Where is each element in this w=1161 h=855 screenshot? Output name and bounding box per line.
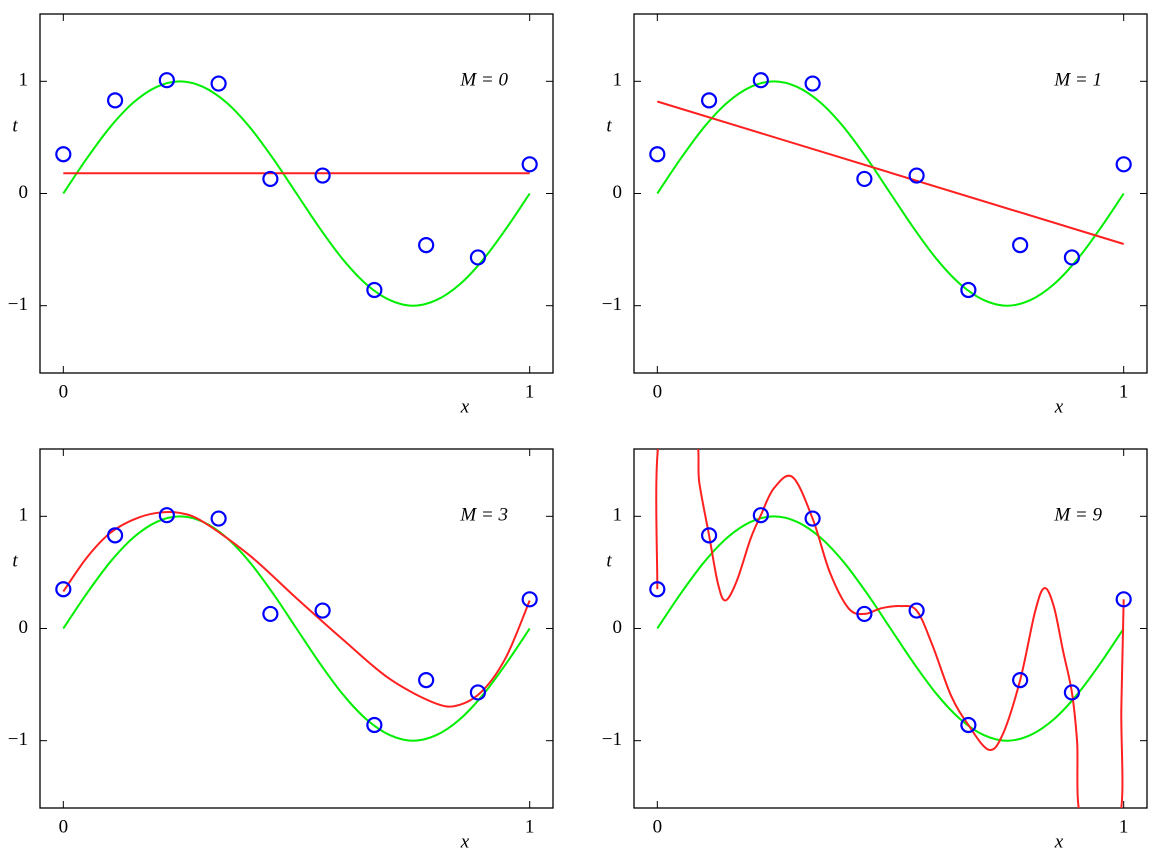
data-point <box>366 716 383 734</box>
data-point <box>469 249 487 266</box>
x-axis-label: x <box>460 831 470 852</box>
data-point <box>106 92 124 109</box>
data-point <box>752 72 769 89</box>
panel: −1 0 1 0 1 x t M = 9 <box>602 448 1148 852</box>
curve <box>656 80 1125 307</box>
data-point <box>521 591 538 608</box>
annotation: M = 0 <box>459 69 508 90</box>
data-point <box>700 92 718 109</box>
data-point <box>1115 591 1132 608</box>
data-point <box>1115 156 1132 173</box>
x-tick-label: 1 <box>525 816 535 837</box>
y-tick-label: −1 <box>602 294 622 315</box>
data-point <box>314 167 331 184</box>
y-axis-label: t <box>12 115 18 136</box>
data-point <box>649 581 666 598</box>
x-tick-label: 0 <box>653 816 663 837</box>
data-point <box>210 75 227 92</box>
y-tick-label: 0 <box>613 182 623 203</box>
curve <box>62 80 531 307</box>
data-point <box>262 170 279 188</box>
y-tick-label: 0 <box>613 617 623 638</box>
x-tick-label: 1 <box>1119 816 1129 837</box>
data-point <box>1012 237 1029 254</box>
plot-area <box>655 449 1125 808</box>
x-tick-label: 0 <box>59 381 69 402</box>
data-point <box>1012 672 1029 689</box>
data-point <box>700 527 718 544</box>
data-point <box>752 507 769 524</box>
y-tick-label: 1 <box>613 70 623 91</box>
data-point <box>55 146 72 163</box>
annotation: M = 3 <box>459 504 508 525</box>
panel: −1 0 1 0 1 x t M = 3 <box>8 448 554 852</box>
x-axis-label: x <box>460 396 470 417</box>
x-tick-label: 0 <box>59 816 69 837</box>
x-tick-label: 0 <box>653 381 663 402</box>
y-tick-label: 0 <box>19 617 29 638</box>
annotation: M = 1 <box>1053 69 1102 90</box>
y-tick-label: 1 <box>19 505 29 526</box>
panel: −1 0 1 0 1 x t M = 0 <box>8 13 554 417</box>
y-tick-label: 1 <box>613 505 623 526</box>
x-axis-label: x <box>1054 396 1064 417</box>
curve <box>62 515 531 742</box>
data-point <box>804 75 821 92</box>
annotation: M = 9 <box>1053 504 1102 525</box>
x-tick-label: 1 <box>525 381 535 402</box>
y-axis-label: t <box>606 550 612 571</box>
data-point <box>418 672 435 689</box>
data-point <box>1063 684 1081 701</box>
x-axis-label: x <box>1054 831 1064 852</box>
data-point <box>418 237 435 254</box>
curve <box>62 510 531 708</box>
data-point <box>158 507 175 524</box>
curve <box>657 100 1124 245</box>
y-tick-label: 1 <box>19 70 29 91</box>
data-point <box>262 605 279 623</box>
data-point <box>908 602 925 619</box>
data-point <box>960 716 977 734</box>
plot-area <box>656 80 1125 307</box>
y-tick-label: −1 <box>8 294 28 315</box>
y-axis-label: t <box>606 115 612 136</box>
data-point <box>158 72 175 89</box>
curve <box>656 515 1125 742</box>
data-point <box>804 510 821 527</box>
y-axis-label: t <box>12 550 18 571</box>
panel: −1 0 1 0 1 x t M = 1 <box>602 13 1148 417</box>
data-point <box>55 581 72 598</box>
y-tick-label: −1 <box>602 729 622 750</box>
plot-area <box>62 80 531 307</box>
curve <box>655 449 1125 808</box>
data-point <box>366 281 383 299</box>
data-point <box>960 281 977 299</box>
data-point <box>908 167 925 184</box>
data-point <box>521 156 538 173</box>
plot-area <box>62 510 531 742</box>
y-tick-label: 0 <box>19 182 29 203</box>
data-point <box>856 170 873 188</box>
data-point <box>469 684 487 701</box>
data-point <box>649 146 666 163</box>
data-point <box>314 602 331 619</box>
data-point <box>856 605 873 623</box>
data-point <box>1063 249 1081 266</box>
data-point <box>106 527 124 544</box>
y-tick-label: −1 <box>8 729 28 750</box>
x-tick-label: 1 <box>1119 381 1129 402</box>
data-point <box>210 510 227 527</box>
